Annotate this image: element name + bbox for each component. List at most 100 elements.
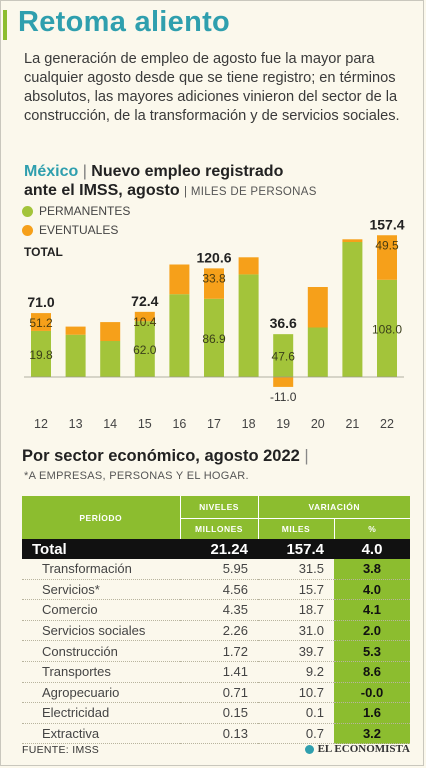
cell-miles: 10.7 <box>258 682 334 704</box>
header-niveles: NIVELES <box>179 496 258 519</box>
header-millones: MILLONES <box>179 518 258 539</box>
bar-permanentes <box>134 321 155 377</box>
legend-label-eventuales: EVENTUALES <box>39 223 119 237</box>
cell-name: Transformación <box>22 559 180 580</box>
cell-pct: 4.0 <box>334 579 410 601</box>
total-miles: 157.4 <box>258 539 334 559</box>
table-row: Servicios* 4.56 15.7 4.0 <box>22 579 410 601</box>
legend-permanentes: PERMANENTES <box>22 204 130 218</box>
bar-permanentes-label: 86.9 <box>202 332 226 346</box>
cell-pct: 5.3 <box>334 640 410 662</box>
cell-name: Transportes <box>22 661 180 683</box>
cell-name: Electricidad <box>22 702 180 724</box>
x-tick-label: 17 <box>207 417 221 430</box>
bar-eventuales <box>65 326 86 335</box>
bar-permanentes <box>169 294 190 377</box>
source-note: FUENTE: IMSS <box>22 744 100 756</box>
bar-eventuales-label: 33.8 <box>202 271 226 285</box>
x-tick-label: 18 <box>242 417 256 430</box>
cell-niveles: 0.13 <box>180 723 258 745</box>
cell-pct: 4.1 <box>334 599 410 621</box>
x-tick-label: 16 <box>172 417 186 430</box>
bar-total-label: 72.4 <box>131 293 158 309</box>
table-row: Electricidad 0.15 0.1 1.6 <box>22 702 410 724</box>
cell-niveles: 1.41 <box>180 661 258 683</box>
bar-eventuales <box>100 322 121 341</box>
x-tick-label: 14 <box>103 417 117 430</box>
table-row: Extractiva 0.13 0.7 3.2 <box>22 723 410 745</box>
header-pct: % <box>333 518 410 539</box>
chart-title-a: Nuevo empleo registrado <box>91 163 284 180</box>
cell-name: Comercio <box>22 599 180 621</box>
sector-table: PERÍODO NIVELES VARIACIÓN MILLONES MILES… <box>22 496 410 745</box>
globe-dot-icon <box>304 744 314 754</box>
cell-name: Servicios sociales <box>22 620 180 642</box>
bar-permanentes <box>238 274 259 377</box>
cell-niveles: 0.15 <box>180 702 258 724</box>
bar-eventuales-label: 49.5 <box>375 238 399 252</box>
total-niveles: 21.24 <box>180 539 258 559</box>
table-row: Transportes 1.41 9.2 8.6 <box>22 661 410 683</box>
cell-name: Construcción <box>22 640 180 662</box>
header-periodo: PERÍODO <box>22 496 180 539</box>
chart-title-separator: | <box>78 163 92 180</box>
cell-pct: -0.0 <box>334 682 410 704</box>
stacked-bar-chart: 12 13 14 15 16 17 18 19 20 21 22 71.0 51.2 19.8 72.4 10… <box>24 216 405 430</box>
bar-negative-label: -11.0 <box>270 390 297 404</box>
bar-permanentes <box>204 298 224 377</box>
bar-permanentes <box>100 341 121 377</box>
brand-name: EL ECONOMISTA <box>317 743 410 755</box>
chart-units: | MILES DE PERSONAS <box>184 186 317 198</box>
cell-miles: 9.2 <box>258 661 334 683</box>
cell-niveles: 0.71 <box>180 682 258 704</box>
table-row: Construcción 1.72 39.7 5.3 <box>22 640 410 662</box>
cell-pct: 2.0 <box>334 620 410 642</box>
bar-permanentes-label: 108.0 <box>372 322 402 336</box>
legend-total: TOTAL <box>24 245 63 259</box>
x-tick-label: 20 <box>311 417 325 430</box>
headline-accent-bar <box>3 10 7 40</box>
cell-miles: 0.1 <box>258 702 334 724</box>
bar-eventuales <box>377 235 397 280</box>
bar-permanentes <box>31 330 51 377</box>
bar-eventuales <box>134 311 155 322</box>
legend-eventuales: EVENTUALES <box>22 223 118 237</box>
bar-eventuales-label: 10.4 <box>133 315 157 329</box>
chart-title-country: México <box>24 163 79 180</box>
total-name: Total <box>22 539 180 559</box>
cell-miles: 18.7 <box>258 599 334 621</box>
x-tick-label: 22 <box>380 417 394 430</box>
bar-eventuales <box>204 268 224 299</box>
header-variacion: VARIACIÓN <box>257 496 410 519</box>
x-tick-label: 13 <box>69 417 83 430</box>
cell-name: Servicios* <box>22 579 180 601</box>
bar-permanentes <box>342 242 363 377</box>
bar-total-label: 36.6 <box>270 315 297 331</box>
x-tick-label: 12 <box>34 417 48 430</box>
cell-name: Extractiva <box>22 723 180 745</box>
x-tick-label: 21 <box>345 417 359 430</box>
bar-permanentes-label: 62.0 <box>133 343 157 357</box>
bar-eventuales <box>273 377 294 387</box>
cell-niveles: 4.56 <box>180 579 258 601</box>
bar-eventuales <box>307 287 328 328</box>
bar-total-label: 120.6 <box>196 249 231 265</box>
bar-total-label: 157.4 <box>369 216 404 232</box>
chart-title: México | Nuevo empleo registrado ante el… <box>24 162 424 202</box>
cell-miles: 0.7 <box>258 723 334 745</box>
sector-note: *A EMPRESAS, PERSONAS Y EL HOGAR. <box>24 470 249 482</box>
x-tick-label: 15 <box>138 417 152 430</box>
cell-pct: 8.6 <box>334 661 410 683</box>
intro-text: La generación de empleo de agosto fue la… <box>24 51 400 124</box>
bar-permanentes-label: 47.6 <box>272 350 296 364</box>
cell-pct: 1.6 <box>334 702 410 724</box>
total-pct: 4.0 <box>334 539 410 559</box>
table-row: Transformación 5.95 31.5 3.8 <box>22 559 410 580</box>
cell-niveles: 4.35 <box>180 599 258 621</box>
table-row: Agropecuario 0.71 10.7 -0.0 <box>22 682 410 704</box>
brand-logo: EL ECONOMISTA <box>304 743 410 755</box>
cell-miles: 39.7 <box>258 640 334 662</box>
cell-pct: 3.8 <box>334 559 410 580</box>
table-row: Servicios sociales 2.26 31.0 2.0 <box>22 620 410 642</box>
